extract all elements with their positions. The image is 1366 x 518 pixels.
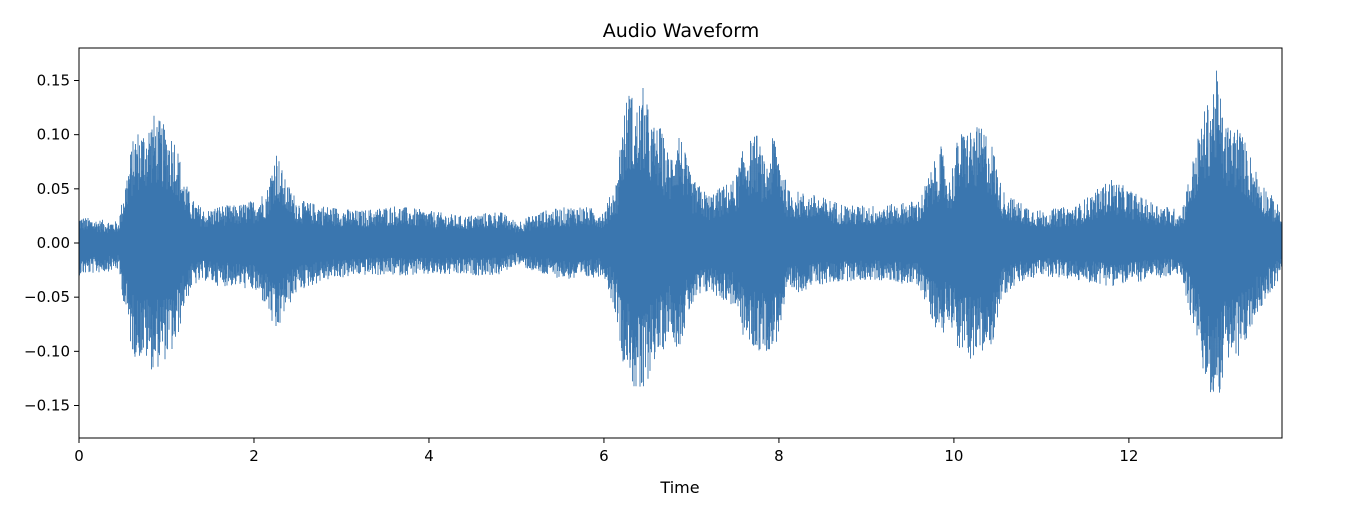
y-tick-label: 0.05 xyxy=(37,180,70,198)
x-tick-label: 2 xyxy=(249,447,259,465)
y-tick-label: −0.15 xyxy=(24,397,70,415)
x-tick-label: 8 xyxy=(774,447,784,465)
y-tick-label: −0.05 xyxy=(24,288,70,306)
chart-title: Audio Waveform xyxy=(603,20,760,42)
waveform-series-0 xyxy=(78,70,1283,393)
x-axis-title: Time xyxy=(659,478,699,497)
y-axis: 0.15 0.10 0.05 0.00 −0.05 −0.10 −0.15 xyxy=(24,72,79,415)
y-tick-label: −0.10 xyxy=(24,342,70,360)
x-tick-label: 6 xyxy=(599,447,609,465)
plot-area xyxy=(78,70,1283,393)
y-tick-label: 0.10 xyxy=(37,126,70,144)
x-tick-label: 4 xyxy=(424,447,434,465)
x-tick-label: 0 xyxy=(74,447,84,465)
y-tick-label: 0.00 xyxy=(37,234,70,252)
x-axis: 0 2 4 6 8 10 12 xyxy=(74,438,1138,465)
y-tick-label: 0.15 xyxy=(37,72,70,90)
x-tick-label: 10 xyxy=(944,447,963,465)
x-tick-label: 12 xyxy=(1119,447,1138,465)
